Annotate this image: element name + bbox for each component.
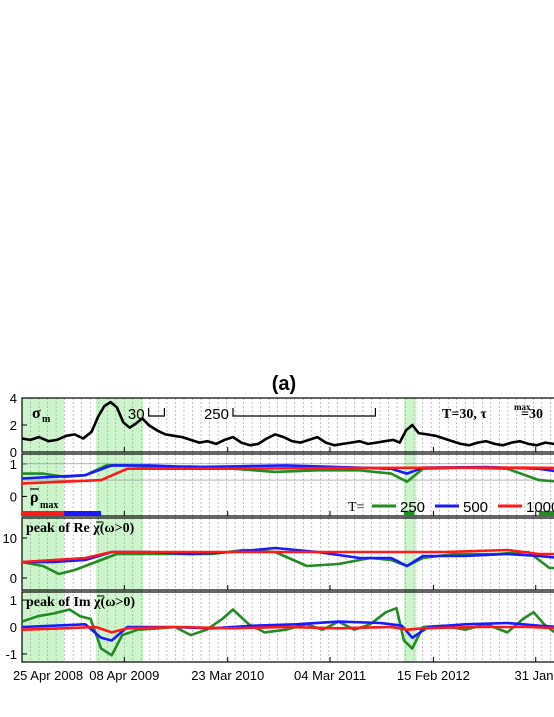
panel-label: ρ: [30, 489, 39, 506]
series-line-sigma: [22, 400, 554, 447]
y-tick-label: 0: [10, 445, 17, 460]
x-tick-label: 04 Mar 2011: [294, 668, 366, 683]
annotation-sup: max: [514, 402, 531, 412]
scale-bar-label: 30: [128, 406, 145, 423]
legend-prefix: T=: [348, 500, 365, 515]
series-line-500: [22, 620, 554, 642]
x-tick-label: 15 Feb 2012: [397, 668, 470, 683]
highlight-band: [95, 398, 144, 662]
scale-bar: [232, 408, 376, 417]
y-tick-label: 1: [10, 593, 17, 608]
series-line-250: [22, 548, 554, 576]
panel-im: -1 0 1 peak of Im χ̅(ω>0): [5, 591, 554, 663]
x-tick-label: 23 Mar 2010: [191, 668, 264, 683]
series-line-1000: [22, 548, 554, 564]
panel-label: peak of Re χ̅(ω>0): [26, 520, 135, 536]
y-tick-label: 10: [3, 531, 17, 546]
y-tick-label: 0: [10, 489, 17, 504]
significance-bar: [403, 511, 415, 516]
panel-label-sub: m: [42, 414, 51, 425]
legend-entry: 500: [463, 499, 488, 516]
panel-label: peak of Im χ̅(ω>0): [26, 594, 135, 610]
series-line-1000: [22, 625, 554, 634]
panel-frame: [21, 453, 554, 517]
scale-bar: [147, 408, 166, 417]
series-line-1000: [22, 466, 554, 485]
panel-frame: [21, 517, 554, 591]
significance-bar: [64, 511, 102, 516]
x-tick-label: 25 Apr 2008: [13, 668, 83, 683]
significance-bar: [22, 511, 96, 516]
y-tick-label: 2: [10, 418, 17, 433]
scale-bar-label: 250: [204, 406, 229, 423]
y-tick-label: -1: [5, 647, 17, 662]
panel-re: 0 10 peak of Re χ̅(ω>0): [3, 517, 554, 591]
panel-label-sub: max: [40, 500, 58, 511]
annotation-text: T=30, τ: [442, 407, 487, 422]
y-tick-label: 1: [10, 457, 17, 472]
figure-title: (a): [272, 373, 296, 395]
panel-sigma: 0 2 4σ m T=30, τ max=30 30 250: [10, 391, 554, 460]
x-tick-label: 08 Apr 2009: [89, 668, 159, 683]
x-tick-label: 31 Jan: [514, 668, 553, 683]
y-tick-label: 0: [10, 571, 17, 586]
y-tick-label: 4: [10, 391, 17, 406]
y-tick-label: 0: [10, 620, 17, 635]
significance-bar: [538, 511, 554, 516]
annotation-value: =30: [521, 407, 543, 422]
panel-label: σ: [32, 405, 41, 422]
legend-entry: 250: [400, 499, 425, 516]
